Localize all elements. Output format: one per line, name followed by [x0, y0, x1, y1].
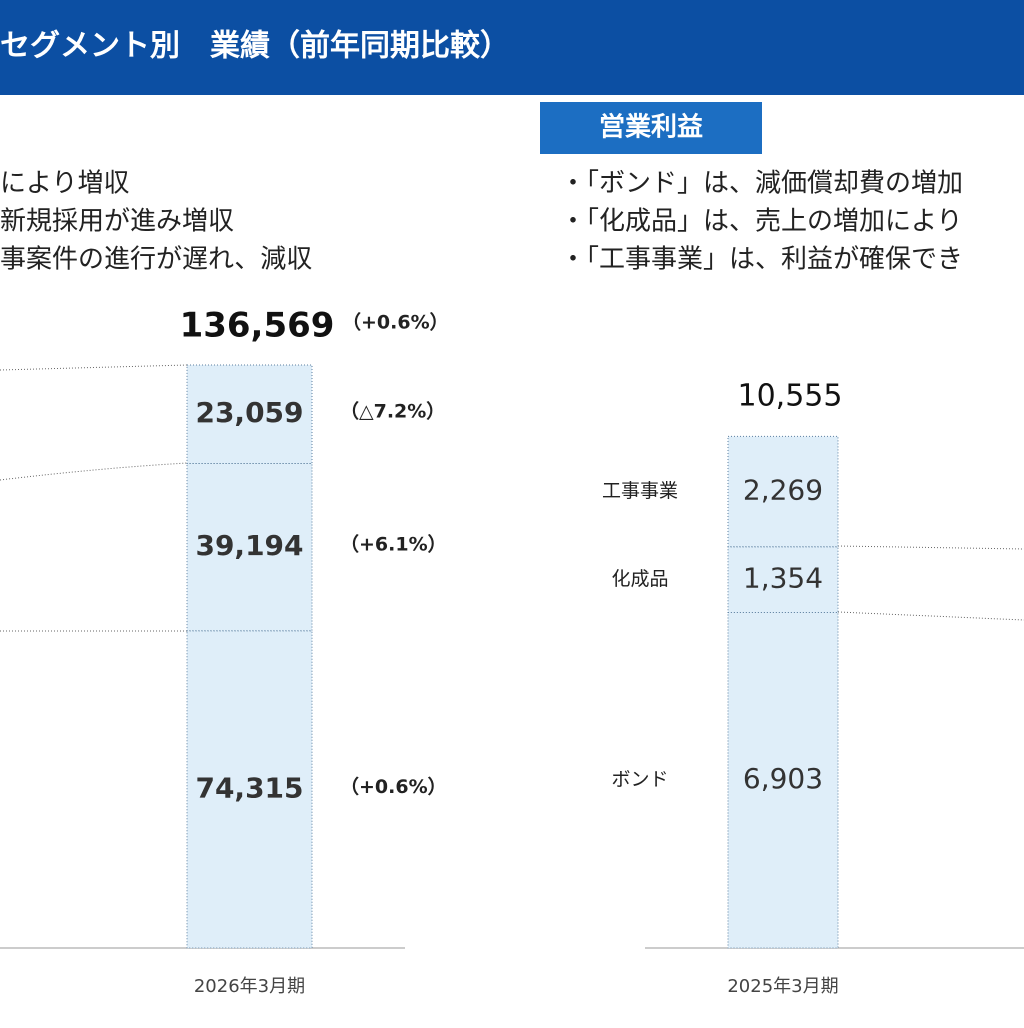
- change-label: （△7.2%）: [340, 400, 445, 423]
- bullet: 事案件の進行が遅れ、減収: [0, 245, 312, 275]
- bar-segment: [186, 630, 313, 949]
- series-name: 工事事業: [602, 480, 678, 502]
- x-tick-label: 2026年3月期: [194, 976, 305, 997]
- total-label: 10,555: [738, 379, 843, 414]
- value-label: 74,315: [195, 771, 303, 804]
- bar-segment: [727, 435, 839, 548]
- value-label: 2,269: [743, 474, 823, 507]
- bar-segment: [727, 546, 839, 613]
- connector: [0, 462, 188, 481]
- bullet: ・「工事事業」は、利益が確保でき: [560, 245, 963, 275]
- connector: [837, 545, 1024, 550]
- bar-segment: [186, 462, 313, 632]
- value-label: 23,059: [195, 396, 303, 429]
- header-bar: [0, 0, 1024, 95]
- bar-segment: [727, 611, 839, 949]
- total-label: 136,569: [180, 306, 335, 346]
- value-label: 39,194: [195, 529, 303, 562]
- bullet: ・「化成品」は、売上の増加により: [560, 207, 962, 237]
- change-label: （+6.1%）: [340, 533, 447, 556]
- header-title: セグメント別 業績（前年同期比較）: [0, 29, 510, 64]
- section-heading: 営業利益: [599, 113, 703, 143]
- x-tick-label: 2025年3月期: [727, 976, 838, 997]
- total-change-label: （+0.6%）: [342, 311, 449, 334]
- section-heading-box: [540, 102, 762, 154]
- bar-segment: [186, 364, 313, 464]
- series-name: ボンド: [611, 769, 668, 791]
- change-label: （+0.6%）: [340, 775, 447, 798]
- bullet: ・「ボンド」は、減価償却費の増加: [560, 169, 963, 199]
- bullet: 新規採用が進み増収: [0, 207, 234, 237]
- connector: [0, 364, 188, 371]
- series-name: 化成品: [611, 568, 668, 590]
- value-label: 6,903: [743, 762, 823, 795]
- value-label: 1,354: [743, 562, 823, 595]
- bullet: により増収: [0, 169, 129, 199]
- connector: [837, 611, 1024, 621]
